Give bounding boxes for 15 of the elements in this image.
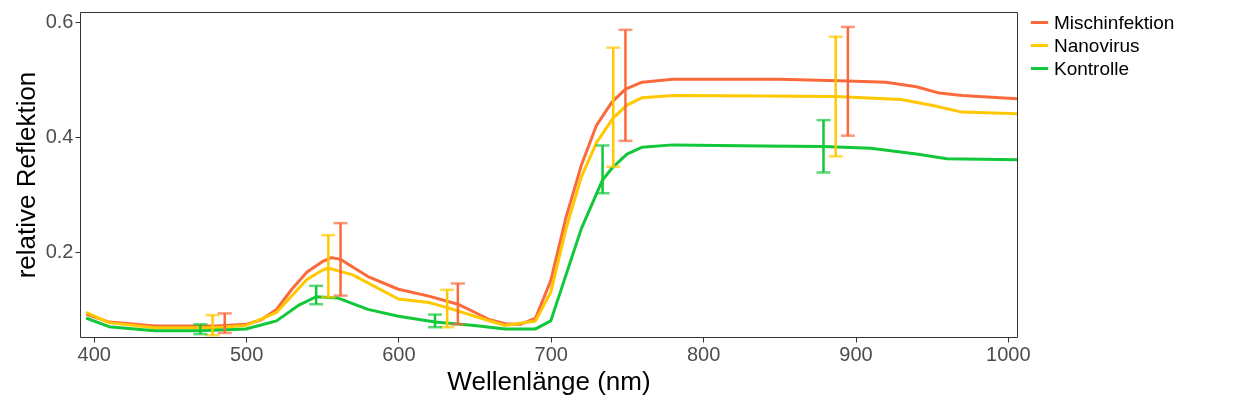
y-tick-label: 0.4 [45, 125, 74, 148]
x-tick-label: 1000 [986, 342, 1031, 365]
x-axis-title: Wellenlänge (nm) [447, 365, 651, 396]
legend-label: Mischinfektion [1054, 11, 1175, 33]
x-tick-label: 600 [382, 342, 416, 365]
y-tick-label: 0.6 [45, 10, 74, 33]
x-tick-label: 800 [686, 342, 721, 365]
x-tick-label: 400 [77, 342, 111, 365]
x-tick-label: 500 [229, 342, 264, 365]
x-tick-label: 700 [534, 342, 568, 365]
legend-label: Kontrolle [1054, 57, 1129, 79]
y-tick-label: 0.2 [45, 240, 74, 263]
legend-label: Nanovirus [1054, 34, 1140, 56]
x-tick-label: 900 [839, 342, 873, 365]
y-axis-title: relative Reflektion [10, 71, 41, 279]
